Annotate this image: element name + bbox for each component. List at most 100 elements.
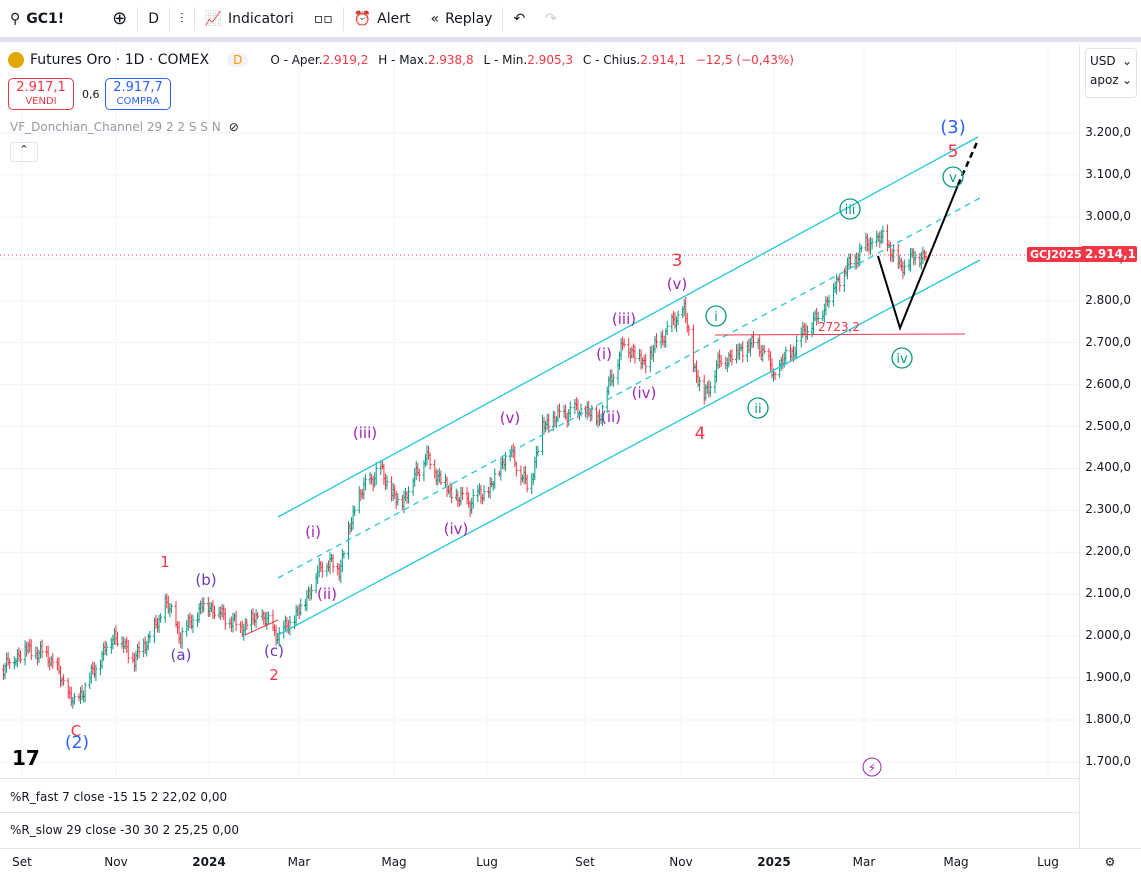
ohlc-bar	[708, 381, 712, 397]
ohlc-bar	[514, 461, 518, 477]
level-line[interactable]	[714, 333, 966, 336]
ohlc-bar	[62, 674, 66, 686]
collapse-legend-button[interactable]: ⌃	[10, 142, 38, 162]
ohlc-bar	[266, 611, 270, 625]
wave-circle-iii: iii	[845, 203, 856, 218]
time-tick: Set	[12, 855, 32, 869]
price-tick: 2.400,0	[1085, 460, 1131, 475]
hidden-eye-icon[interactable]: ⊘	[228, 120, 239, 134]
currency-select[interactable]: USD ⌄	[1090, 54, 1132, 68]
ohlc-bar	[676, 310, 680, 326]
ohlc-bar	[320, 561, 324, 578]
price-tick: 2.600,0	[1085, 376, 1131, 391]
time-tick: Mag	[943, 855, 969, 869]
alarm-icon: ⏰	[353, 10, 372, 27]
symbol-title[interactable]: Futures Oro · 1D · COMEX	[30, 52, 210, 68]
wave-C: C	[71, 722, 81, 740]
channel-mid-line[interactable]	[277, 197, 981, 579]
indicators-button[interactable]: 📈 Indicatori	[204, 10, 294, 27]
rfast-pane[interactable]: %R_fast 7 close -15 15 2 22,02 0,00	[0, 778, 1080, 812]
ohlc-bar	[353, 506, 357, 517]
ohlc-bar	[719, 354, 723, 367]
wave-labels: C (2) 1 (a) (b) (c) 2 (i) (ii) (iii) (iv…	[65, 117, 966, 753]
undo-button[interactable]: ↶	[503, 4, 535, 34]
ohlc-bar	[687, 324, 691, 336]
time-tick: Mar	[287, 855, 311, 869]
ohlc-bar	[568, 401, 572, 418]
price-axis[interactable]: 3.200,03.100,03.000,02.900,02.800,02.700…	[1081, 45, 1141, 778]
ohlc-bar	[902, 259, 906, 276]
channel-upper-line[interactable]	[277, 136, 979, 518]
ohlc-bar	[126, 639, 130, 664]
trend-segment[interactable]	[244, 619, 279, 636]
wave-2-major: (2)	[65, 733, 89, 753]
layouts-button[interactable]: ▫▫	[304, 4, 343, 34]
time-tick: Nov	[669, 855, 693, 869]
channel-lower-line[interactable]	[277, 259, 981, 636]
wave-ii-2: (ii)	[601, 408, 621, 426]
ohlc-bar	[482, 485, 486, 502]
redo-button[interactable]: ↷	[535, 4, 567, 34]
ohlc-bar	[374, 461, 378, 485]
search-icon: ⚲	[10, 10, 21, 27]
ohlc-bar	[407, 486, 411, 504]
ohlc-bar	[94, 664, 98, 682]
wave-circle-i: i	[714, 310, 718, 325]
projection-path[interactable]	[877, 184, 959, 331]
ohlc-bar	[363, 474, 367, 491]
unit-select[interactable]: apoz ⌄	[1090, 73, 1132, 87]
bar-style-button[interactable]: ⫶	[170, 4, 194, 34]
alert-button[interactable]: ⏰ Alert	[353, 10, 411, 27]
ohlc-bar	[881, 225, 885, 244]
symbol-search[interactable]: ⚲ GC1!	[10, 10, 65, 27]
price-tick: 2.000,0	[1085, 628, 1131, 643]
ohlc-bar	[245, 618, 249, 631]
wave-circle-iv: iv	[896, 352, 908, 367]
projection-dashed[interactable]	[956, 139, 980, 186]
buy-button[interactable]: 2.917,7 COMPRA	[105, 78, 171, 110]
price-chart[interactable]: 2723,2 C (2) 1 (a) (b) (c) 2 (i) (ii) (i…	[0, 45, 1080, 778]
chevron-down-icon: ⌄	[1121, 73, 1132, 87]
time-tick: Set	[575, 855, 595, 869]
compare-button[interactable]: ⊕	[102, 4, 137, 34]
ohlc-bar	[385, 475, 389, 490]
interval-button[interactable]: D	[148, 10, 160, 27]
indicators-icon: 📈	[204, 10, 222, 27]
price-tick: 2.200,0	[1085, 544, 1131, 559]
wave-iii-2: (iii)	[612, 310, 636, 328]
replay-button[interactable]: «Replay	[430, 10, 493, 27]
settings-gear-icon[interactable]: ⚙	[1104, 855, 1116, 869]
wave-b: (b)	[195, 571, 216, 589]
last-price-symbol-tag: GCJ2025	[1027, 247, 1085, 262]
ohlc-bar	[665, 320, 669, 335]
tradingview-logo[interactable]: 17	[12, 746, 40, 770]
redo-icon: ↷	[545, 10, 557, 27]
ohlc-bar	[730, 349, 734, 366]
plus-circle-icon: ⊕	[112, 8, 128, 29]
ohlc-bar	[654, 333, 658, 348]
price-tick: 3.200,0	[1085, 125, 1131, 139]
wave-2: 2	[269, 666, 279, 684]
ohlc-bar	[191, 614, 195, 633]
ohlc-bar	[471, 488, 475, 509]
ohlc-bar	[892, 244, 896, 263]
ohlc-bar	[331, 554, 335, 573]
ohlc-bar	[698, 376, 702, 392]
rslow-pane[interactable]: %R_slow 29 close -30 30 2 25,25 0,00	[0, 812, 1080, 848]
time-tick: Mar	[852, 855, 876, 869]
gold-icon	[8, 52, 24, 68]
events-icon[interactable]	[862, 757, 882, 777]
ohlc-bar	[784, 346, 788, 365]
delay-badge: D	[227, 53, 249, 67]
sell-button[interactable]: 2.917,1 VENDI	[8, 78, 74, 110]
ohlc-bar	[396, 493, 400, 506]
wave-3: 3	[672, 251, 683, 271]
ohlc-bar	[450, 483, 454, 504]
ohlc-bar	[51, 653, 55, 669]
ohlc-bar	[536, 445, 540, 457]
time-tick: Nov	[104, 855, 128, 869]
time-axis[interactable]: ⚙ Set Nov 2024 Mar Mag Lug Set Nov 2025 Mar Mag Lug	[0, 848, 1141, 874]
ohlc-bar	[838, 273, 842, 292]
ohlc-bar	[795, 335, 799, 360]
wave-5: 5	[948, 142, 959, 162]
